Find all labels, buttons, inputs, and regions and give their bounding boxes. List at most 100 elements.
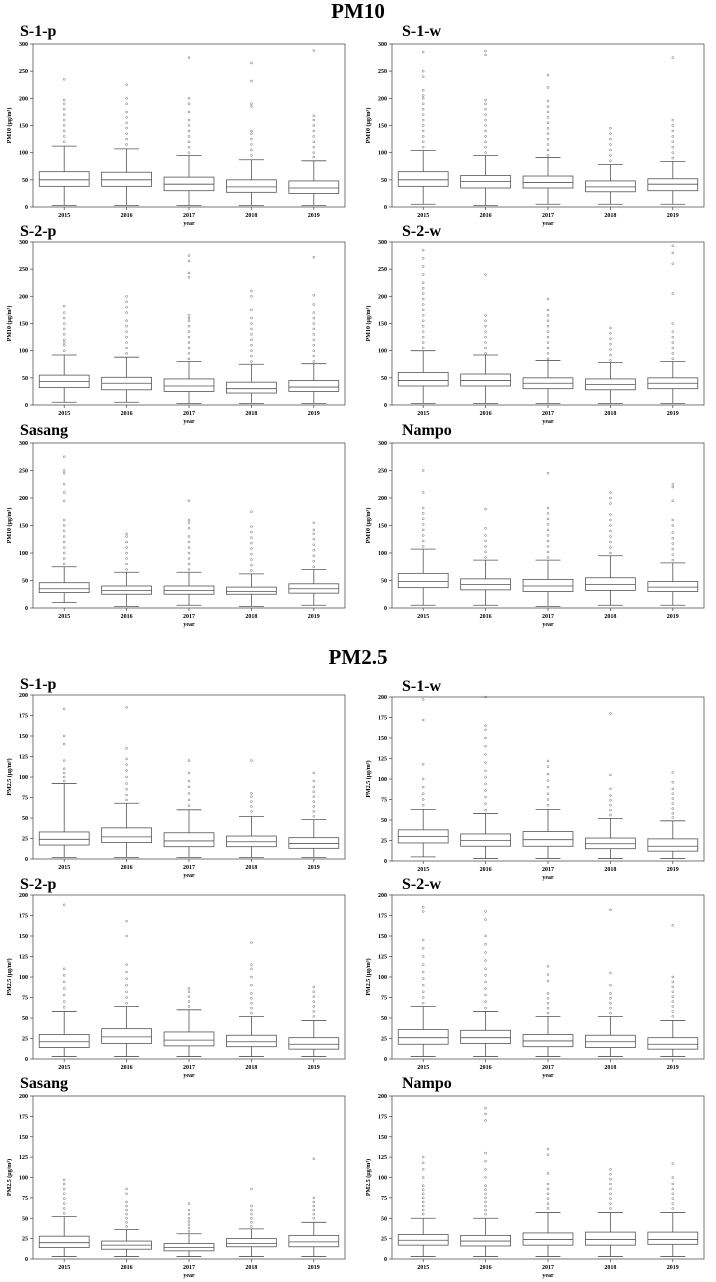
iqr-box: [38, 582, 90, 594]
outlier-point: [671, 802, 675, 805]
outlier-point: [250, 79, 253, 83]
outlier-point: [484, 314, 487, 317]
outlier-point: [609, 983, 612, 987]
x-tick-label: 2017: [183, 865, 195, 871]
x-tick-label: 2018: [604, 1065, 616, 1071]
outlier-point: [125, 341, 128, 344]
box-2017: [522, 73, 574, 205]
y-tick-label: 200: [19, 294, 28, 300]
box-2019: [288, 1157, 340, 1257]
y-tick-label: 100: [378, 975, 387, 981]
panel-s-2-p-pm10: S-2-p 0 50 100 150 200 250 300 PM10 (μg/m³) 2015 2…: [6, 223, 346, 425]
outlier-point: [421, 330, 425, 333]
outlier-point: [421, 718, 425, 722]
outlier-point: [546, 803, 550, 807]
outlier-point: [312, 255, 316, 259]
outlier-point: [421, 124, 425, 127]
box-2015: [397, 698, 449, 858]
outlier-point: [421, 1188, 425, 1191]
outlier-point: [62, 469, 66, 472]
iqr-box: [38, 171, 90, 187]
outlier-point: [250, 289, 253, 293]
x-tick-label: 2018: [604, 614, 616, 620]
outlier-point: [125, 551, 128, 555]
outlier-point: [250, 333, 253, 336]
outlier-point: [484, 802, 487, 805]
panel-title: S-2-w: [402, 876, 442, 893]
outlier-point: [609, 712, 612, 715]
outlier-point: [546, 132, 550, 135]
box-2016: [101, 83, 152, 206]
outlier-point: [250, 541, 253, 545]
outlier-point: [62, 343, 66, 347]
outlier-point: [484, 1212, 487, 1216]
outlier-point: [250, 360, 253, 363]
panel-title: S-1-p: [20, 23, 57, 40]
outlier-point: [671, 1182, 675, 1186]
outlier-point: [62, 1187, 66, 1191]
outlier-point: [125, 319, 128, 323]
box-2018: [585, 326, 636, 404]
outlier-point: [671, 1176, 675, 1179]
panel-s-2-p-pm25: S-2-p 0 25 50 75 100 125 150 175 200 PM2.5 (μg/m³)…: [6, 876, 346, 1079]
outlier-point: [250, 552, 253, 556]
outlier-point: [546, 992, 550, 995]
y-tick-label: 100: [19, 775, 28, 781]
outlier-point: [671, 244, 675, 248]
x-axis-label: year: [542, 622, 554, 628]
x-tick-label: 2019: [667, 213, 679, 219]
outlier-point: [62, 707, 66, 711]
y-tick-label: 25: [22, 837, 28, 843]
box-2017: [163, 759, 215, 858]
iqr-box: [38, 1034, 90, 1048]
outlier-point: [312, 1000, 316, 1003]
iqr-box: [163, 1243, 215, 1252]
box-2017: [163, 987, 215, 1057]
y-tick-label: 0: [25, 1257, 28, 1263]
iqr-box: [288, 1234, 340, 1248]
outlier-point: [484, 1192, 487, 1196]
outlier-point: [671, 1000, 675, 1003]
outlier-point: [250, 963, 253, 966]
outlier-point: [312, 140, 316, 144]
outlier-point: [312, 316, 316, 320]
panel-s-2-w-pm10: S-2-w 0 50 100 150 200 250 300 PM10 (μg/m³) 2015 2…: [365, 223, 705, 425]
outlier-point: [250, 795, 253, 798]
outlier-point: [671, 499, 675, 502]
iqr-box: [647, 581, 699, 592]
x-tick-label: 2019: [308, 865, 320, 871]
x-tick-label: 2018: [245, 865, 257, 871]
outlier-point: [609, 126, 612, 130]
outlier-point: [671, 1197, 675, 1200]
outlier-point: [62, 524, 66, 527]
outlier-point: [421, 135, 425, 138]
outlier-point: [546, 324, 550, 328]
outlier-point: [609, 799, 612, 802]
x-tick-label: 2016: [121, 1065, 133, 1071]
outlier-point: [125, 126, 128, 130]
y-tick-label: 75: [381, 798, 387, 804]
outlier-point: [421, 534, 425, 537]
outlier-point: [484, 942, 487, 946]
outlier-point: [312, 549, 316, 552]
y-tick-label: 0: [384, 606, 387, 612]
outlier-point: [250, 997, 253, 1000]
outlier-point: [62, 113, 66, 116]
outlier-point: [250, 800, 253, 803]
box-2019: [647, 771, 699, 859]
outlier-point: [546, 352, 550, 355]
outlier-point: [546, 506, 550, 510]
outlier-point: [312, 985, 316, 989]
outlier-point: [546, 523, 550, 526]
outlier-point: [609, 1207, 612, 1210]
outlier-point: [546, 1192, 550, 1196]
outlier-point: [421, 785, 425, 789]
outlier-point: [187, 254, 191, 257]
outlier-point: [671, 524, 675, 527]
outlier-point: [484, 736, 487, 740]
outlier-point: [609, 808, 612, 812]
outlier-point: [421, 140, 425, 144]
outlier-point: [187, 145, 191, 149]
outlier-point: [421, 292, 425, 295]
outlier-point: [421, 910, 425, 913]
